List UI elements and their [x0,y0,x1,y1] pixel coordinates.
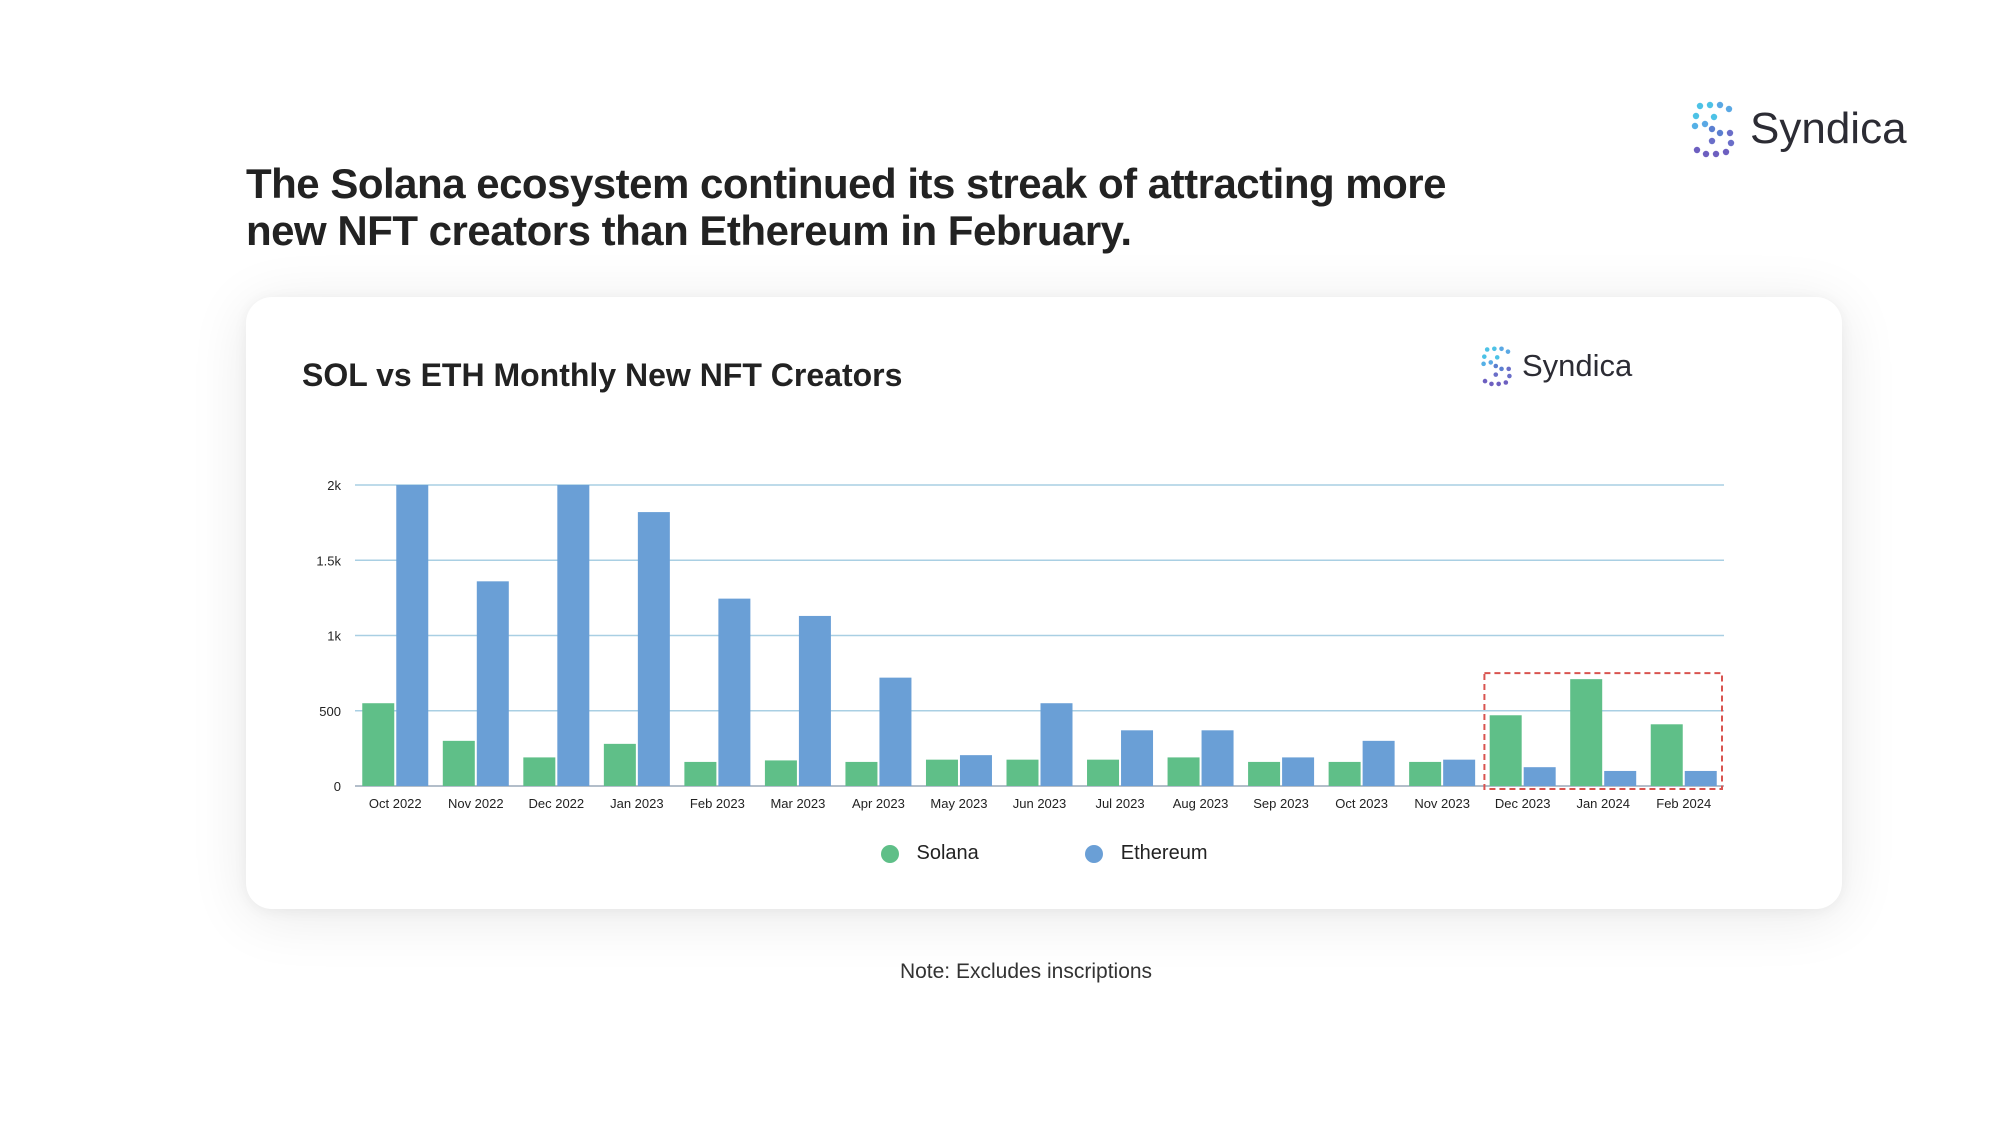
x-tick-label: Dec 2023 [1495,796,1551,811]
x-tick-label: Feb 2023 [690,796,745,811]
x-tick-label: Aug 2023 [1173,796,1229,811]
bar-solana [764,760,797,786]
headline: The Solana ecosystem continued its strea… [246,160,1447,254]
x-tick-label: Oct 2022 [369,796,422,811]
bar-ethereum [1040,703,1073,786]
x-tick-label: Mar 2023 [770,796,825,811]
bar-solana [1570,679,1603,786]
bar-solana [684,761,717,786]
x-tick-label: Apr 2023 [852,796,905,811]
bar-solana [845,761,878,786]
x-tick-label: May 2023 [930,796,987,811]
y-tick-label: 2k [327,478,341,493]
bar-solana [1328,761,1361,786]
x-tick-label: Nov 2023 [1414,796,1470,811]
x-tick-label: Sep 2023 [1253,796,1309,811]
bar-ethereum [1604,770,1637,786]
bar-ethereum [1443,759,1476,786]
bar-ethereum [1201,730,1234,786]
bar-solana [925,759,958,786]
y-tick-label: 0 [334,779,341,794]
syndica-card-logo: Syndica [1480,345,1632,387]
bar-solana [1087,759,1120,786]
bar-solana [1409,761,1442,786]
x-tick-label: Nov 2022 [448,796,504,811]
bar-solana [603,743,636,786]
bar-ethereum [637,512,670,786]
bar-solana [1248,761,1281,786]
legend-item-solana: Solana [880,842,979,865]
x-tick-label: Jul 2023 [1095,796,1144,811]
chart-card: SOL vs ETH Monthly New NFT Creators 0 500… [246,297,1842,909]
bar-ethereum [1362,740,1395,786]
y-tick-label: 500 [319,704,341,719]
bar-ethereum [718,598,751,786]
y-tick-label: 1.5k [316,553,341,568]
bar-ethereum [959,755,992,786]
chart-title: SOL vs ETH Monthly New NFT Creators [302,357,903,393]
bar-chart: 0 500 1k 1.5k 2k Oct 2022 Nov 2022 Dec 2022 Jan … [316,478,1724,811]
x-tick-label: Jan 2023 [610,796,664,811]
syndica-logo: Syndica [1690,100,1907,158]
bar-solana [1650,724,1683,786]
x-tick-label: Dec 2022 [528,796,584,811]
x-tick-label: Feb 2024 [1656,796,1711,811]
x-tick-label: Oct 2023 [1335,796,1388,811]
bar-ethereum [396,485,429,786]
x-tick-label: Jan 2024 [1576,796,1630,811]
legend-item-ethereum: Ethereum [1084,842,1208,865]
bar-ethereum [557,485,590,786]
syndica-card-logo-text: Syndica [1522,348,1633,383]
bar-solana [442,740,475,786]
bar-solana [1167,757,1200,786]
highlight-box [1483,672,1723,790]
legend-label-ethereum: Ethereum [1120,842,1208,864]
footnote: Note: Excludes inscriptions [899,960,1153,983]
bar-ethereum [1684,770,1717,786]
chart-legend: Solana Ethereum [246,842,1842,865]
legend-label-solana: Solana [916,842,979,864]
bar-ethereum [476,581,509,786]
bar-ethereum [1121,730,1154,786]
bar-solana [1489,715,1522,786]
bar-ethereum [1523,767,1556,786]
bar-solana [1006,759,1039,786]
syndica-card-logo-icon [1481,346,1512,387]
bar-ethereum [798,615,831,786]
bar-ethereum [1282,757,1315,786]
legend-swatch-ethereum [1084,844,1103,863]
bar-ethereum [879,677,912,786]
bar-solana [523,757,556,786]
y-tick-label: 1k [327,629,341,644]
bar-solana [362,703,395,786]
syndica-logo-icon [1691,101,1735,158]
legend-swatch-solana [880,844,899,863]
x-tick-label: Jun 2023 [1013,796,1067,811]
syndica-logo-text: Syndica [1750,104,1907,153]
